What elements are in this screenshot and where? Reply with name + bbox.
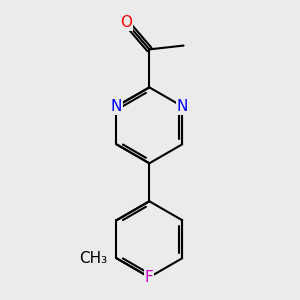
- Text: CH₃: CH₃: [79, 251, 107, 266]
- Text: N: N: [111, 99, 122, 114]
- Text: O: O: [121, 15, 133, 30]
- Text: F: F: [145, 270, 154, 285]
- Text: N: N: [177, 99, 188, 114]
